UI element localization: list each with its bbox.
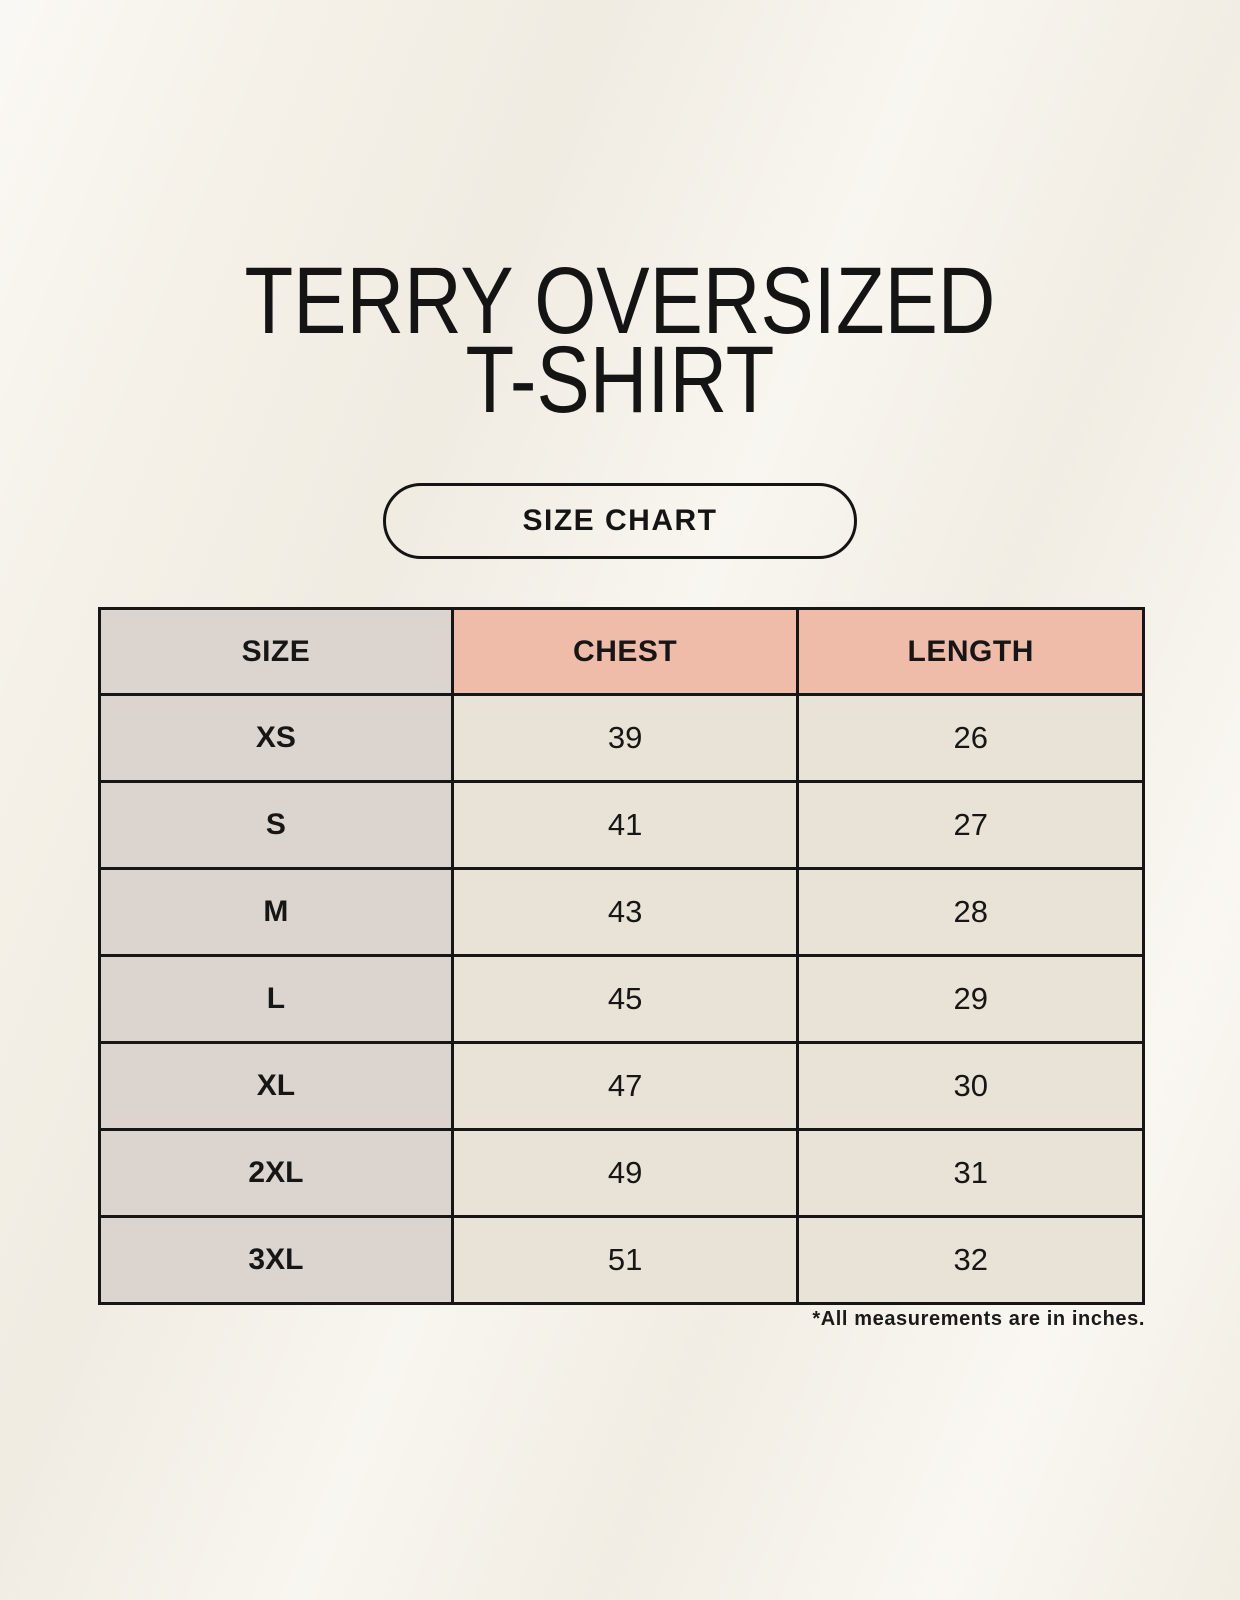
length-value-cell: 29	[796, 954, 1145, 1044]
chest-value-cell: 51	[450, 1215, 800, 1305]
chest-value-cell: 41	[450, 780, 800, 870]
page-title: TERRY OVERSIZED T-SHIRT	[99, 248, 1141, 433]
size-label-cell: 2XL	[98, 1128, 454, 1218]
size-label-cell: XS	[98, 693, 454, 783]
table-header-row: SIZE CHEST LENGTH	[98, 607, 1145, 696]
size-label-cell: S	[98, 780, 454, 870]
length-value-cell: 28	[796, 867, 1145, 957]
measurements-footnote: *All measurements are in inches.	[812, 1308, 1145, 1330]
size-chart-button-label: SIZE CHART	[522, 504, 718, 537]
table-row-xs: XS 39 26	[98, 693, 1145, 783]
page-title-line-2: T-SHIRT	[465, 327, 775, 433]
table-row-s: S 41 27	[98, 780, 1145, 870]
column-header-size: SIZE	[98, 607, 454, 696]
size-chart-table: SIZE CHEST LENGTH XS 39 26 S 41 27 M 43 …	[98, 607, 1145, 1305]
chest-value-cell: 49	[450, 1128, 800, 1218]
table-row-m: M 43 28	[98, 867, 1145, 957]
size-label-cell: M	[98, 867, 454, 957]
size-label-cell: XL	[98, 1041, 454, 1131]
length-value-cell: 32	[796, 1215, 1145, 1305]
chest-value-cell: 43	[450, 867, 800, 957]
length-value-cell: 31	[796, 1128, 1145, 1218]
column-header-chest: CHEST	[450, 607, 800, 696]
page-title-line-1: TERRY OVERSIZED	[244, 248, 996, 354]
chest-value-cell: 45	[450, 954, 800, 1044]
chest-value-cell: 39	[450, 693, 800, 783]
size-chart-button[interactable]: SIZE CHART	[383, 483, 857, 559]
table-row-xl: XL 47 30	[98, 1041, 1145, 1131]
size-label-cell: L	[98, 954, 454, 1044]
column-header-length: LENGTH	[796, 607, 1145, 696]
size-label-cell: 3XL	[98, 1215, 454, 1305]
length-value-cell: 30	[796, 1041, 1145, 1131]
length-value-cell: 27	[796, 780, 1145, 870]
length-value-cell: 26	[796, 693, 1145, 783]
table-row-3xl: 3XL 51 32	[98, 1215, 1145, 1305]
chest-value-cell: 47	[450, 1041, 800, 1131]
table-row-2xl: 2XL 49 31	[98, 1128, 1145, 1218]
table-row-l: L 45 29	[98, 954, 1145, 1044]
